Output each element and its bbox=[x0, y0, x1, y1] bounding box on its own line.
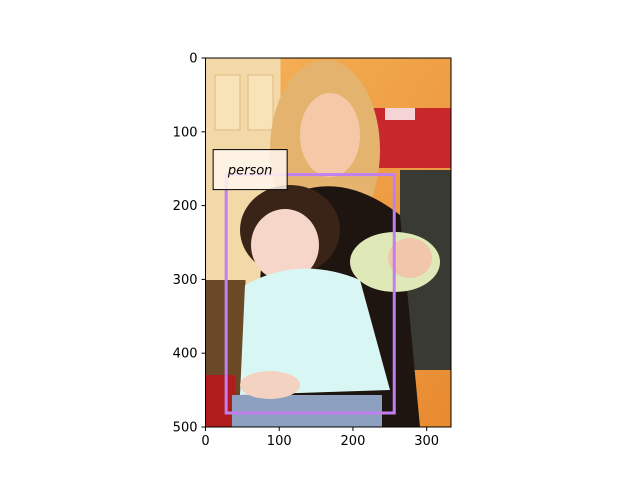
detection-label-box bbox=[212, 149, 288, 191]
door-panel bbox=[214, 74, 241, 131]
detection-label: person bbox=[227, 164, 273, 179]
detections-layer: person bbox=[212, 149, 396, 415]
y-tick-label: 400 bbox=[173, 347, 198, 362]
x-tick-label: 0 bbox=[201, 434, 209, 449]
child-sweater bbox=[240, 268, 390, 395]
x-tick-label: 200 bbox=[341, 434, 366, 449]
red-floor-object bbox=[205, 375, 236, 427]
child-jeans bbox=[232, 395, 382, 427]
baby-head bbox=[388, 238, 432, 278]
y-tick-label: 100 bbox=[173, 125, 198, 140]
white-object bbox=[385, 108, 415, 120]
x-tick-label: 100 bbox=[267, 434, 292, 449]
x-tick-label: 300 bbox=[414, 434, 439, 449]
y-tick-label: 200 bbox=[173, 199, 198, 214]
bounding-box bbox=[224, 173, 396, 415]
photo bbox=[205, 58, 451, 427]
x-axis: 0 100 200 300 bbox=[201, 427, 439, 449]
child-hands bbox=[240, 371, 300, 399]
y-tick-label: 500 bbox=[173, 421, 198, 436]
y-tick-label: 300 bbox=[173, 273, 198, 288]
door-panel bbox=[247, 74, 274, 131]
y-tick-label: 0 bbox=[189, 52, 197, 67]
axes-frame bbox=[205, 57, 452, 428]
child-face bbox=[251, 209, 319, 281]
y-axis: 0 100 200 300 400 500 bbox=[173, 52, 206, 436]
woman-face bbox=[300, 93, 360, 177]
